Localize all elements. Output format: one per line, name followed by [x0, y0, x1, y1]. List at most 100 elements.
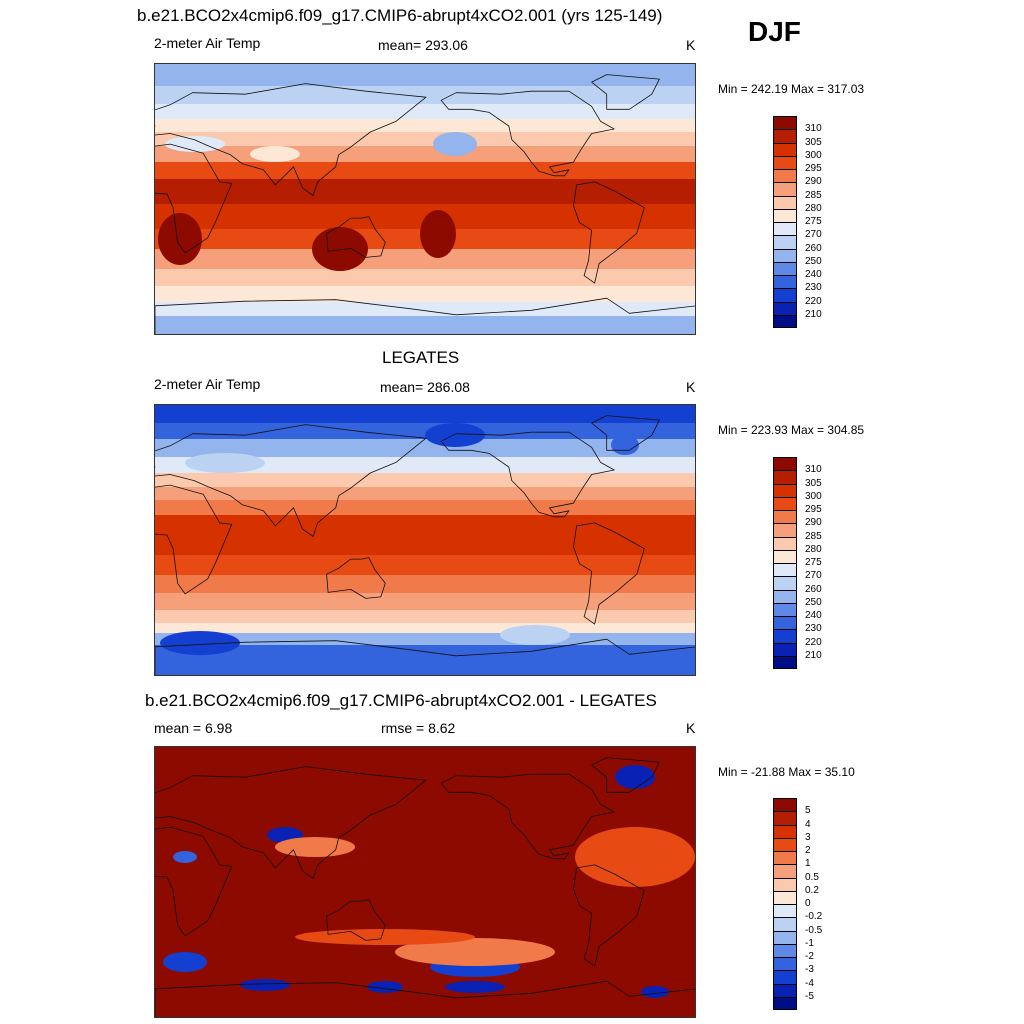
temperature-feature	[611, 435, 639, 455]
colorbar-swatch	[773, 970, 797, 985]
temperature-band	[155, 593, 695, 610]
temperature-band	[155, 439, 695, 457]
temperature-feature	[500, 625, 570, 645]
colorbar-swatch	[773, 996, 797, 1010]
colorbar-swatch	[773, 629, 797, 644]
colorbar-swatch	[773, 877, 797, 892]
colorbar-tick-label: 3	[805, 831, 811, 843]
colorbar-swatch	[773, 576, 797, 591]
temperature-band	[155, 269, 695, 286]
colorbar-swatch	[773, 917, 797, 932]
colorbar-tick-label: 275	[805, 216, 822, 227]
colorbar-swatch	[773, 288, 797, 303]
temperature-band	[155, 104, 695, 119]
temperature-feature	[165, 136, 225, 152]
colorbar-swatch	[773, 261, 797, 276]
panel-2-units-label: K	[686, 379, 696, 395]
colorbar-tick-label: -2	[805, 951, 814, 962]
colorbar-tick-label: 260	[805, 242, 822, 254]
temperature-feature	[425, 423, 485, 447]
temperature-band	[155, 316, 695, 334]
colorbar-swatch	[773, 890, 797, 905]
colorbar-swatch	[773, 589, 797, 604]
temperature-feature	[575, 827, 695, 887]
temperature-band	[155, 473, 695, 487]
coastline	[155, 415, 695, 675]
colorbar-swatch	[773, 222, 797, 237]
colorbar-tick-label: -0.5	[805, 924, 823, 936]
colorbar-tick-label: 250	[805, 255, 822, 267]
colorbar-swatch	[773, 314, 797, 328]
colorbar-tick-label: -0.2	[805, 911, 823, 923]
colorbar-swatch	[773, 563, 797, 578]
panel-1-variable-label: 2-meter Air Temp	[154, 35, 261, 51]
colorbar-tick-label: -5	[805, 990, 814, 1002]
colorbar-tick-label: 290	[805, 517, 822, 529]
temperature-feature	[433, 132, 477, 156]
panel-2-map	[154, 404, 696, 676]
colorbar-swatch	[773, 549, 797, 564]
coastline	[155, 74, 695, 334]
temperature-band	[155, 119, 695, 132]
colorbar-tick-label: 295	[805, 163, 822, 174]
colorbar-tick-label: 285	[805, 530, 822, 542]
colorbar-tick-label: 270	[805, 229, 822, 241]
colorbar-tick-label: 230	[805, 282, 822, 294]
colorbar-tick-label: 220	[805, 636, 822, 648]
temperature-band	[155, 515, 695, 555]
temperature-feature	[395, 938, 555, 966]
temperature-feature	[173, 851, 197, 863]
colorbar-tick-label: 305	[805, 477, 822, 489]
colorbar-swatch	[773, 510, 797, 525]
colorbar-tick-label: 275	[805, 557, 822, 568]
colorbar-swatch	[773, 496, 797, 511]
panel-2-title: LEGATES	[382, 348, 460, 367]
colorbar-swatch	[773, 155, 797, 170]
colorbar-tick-label: 0	[805, 898, 811, 909]
panel-1-map-svg	[155, 64, 695, 334]
panel-3-title: b.e21.BCO2x4cmip6.f09_g17.CMIP6-abrupt4x…	[145, 691, 657, 710]
colorbar-swatch	[773, 655, 797, 669]
colorbar-swatch	[773, 536, 797, 551]
colorbar-swatch	[773, 195, 797, 210]
panel-1-units-label: K	[686, 37, 696, 53]
colorbar-tick-label: 285	[805, 189, 822, 201]
panel-3-colorbar: 5 4 3 2 1 0.5 0.2 0 -0.2 -0.5 -1 -2 -3 -4 -5	[773, 798, 822, 1010]
panel-2-minmax: Min = 223.93 Max = 304.85	[718, 423, 865, 437]
panel-3-map	[154, 746, 696, 1018]
colorbar-swatch	[773, 275, 797, 290]
panel-2-map-svg	[155, 405, 695, 675]
temperature-band	[155, 645, 695, 675]
colorbar-swatch	[773, 811, 797, 826]
temperature-feature	[163, 952, 207, 972]
temperature-feature	[615, 765, 655, 789]
colorbar-swatch	[773, 248, 797, 263]
colorbar-swatch	[773, 864, 797, 879]
colorbar-swatch	[773, 457, 797, 472]
temperature-band	[155, 64, 695, 86]
temperature-band	[155, 249, 695, 269]
colorbar-swatch	[773, 523, 797, 538]
colorbar-swatch	[773, 930, 797, 945]
colorbar-tick-label: 280	[805, 543, 822, 555]
temperature-band	[155, 610, 695, 623]
colorbar-tick-label: 0.5	[805, 871, 819, 883]
temperature-band	[155, 555, 695, 575]
panel-2-colorbar: 310 305 300 295 290 285 280 275 270 260 250 240 230 2…	[773, 457, 822, 669]
colorbar-tick-label: 280	[805, 202, 822, 214]
colorbar-tick-label: 295	[805, 504, 822, 515]
colorbar-tick-label: 310	[805, 123, 822, 135]
temperature-feature	[185, 453, 265, 473]
panel-1-minmax: Min = 242.19 Max = 317.03	[718, 82, 865, 96]
temperature-feature	[295, 929, 475, 945]
temperature-feature	[160, 631, 240, 655]
colorbar-tick-label: 300	[805, 490, 822, 502]
colorbar-tick-label: -1	[805, 937, 814, 949]
colorbar-tick-label: 290	[805, 176, 822, 188]
colorbar-swatch	[773, 851, 797, 866]
temperature-band	[155, 575, 695, 593]
panel-3-map-svg	[155, 747, 695, 1017]
colorbar-swatch	[773, 943, 797, 958]
panel-3-rmse-label: rmse = 8.62	[381, 720, 456, 736]
temperature-band	[155, 623, 695, 633]
